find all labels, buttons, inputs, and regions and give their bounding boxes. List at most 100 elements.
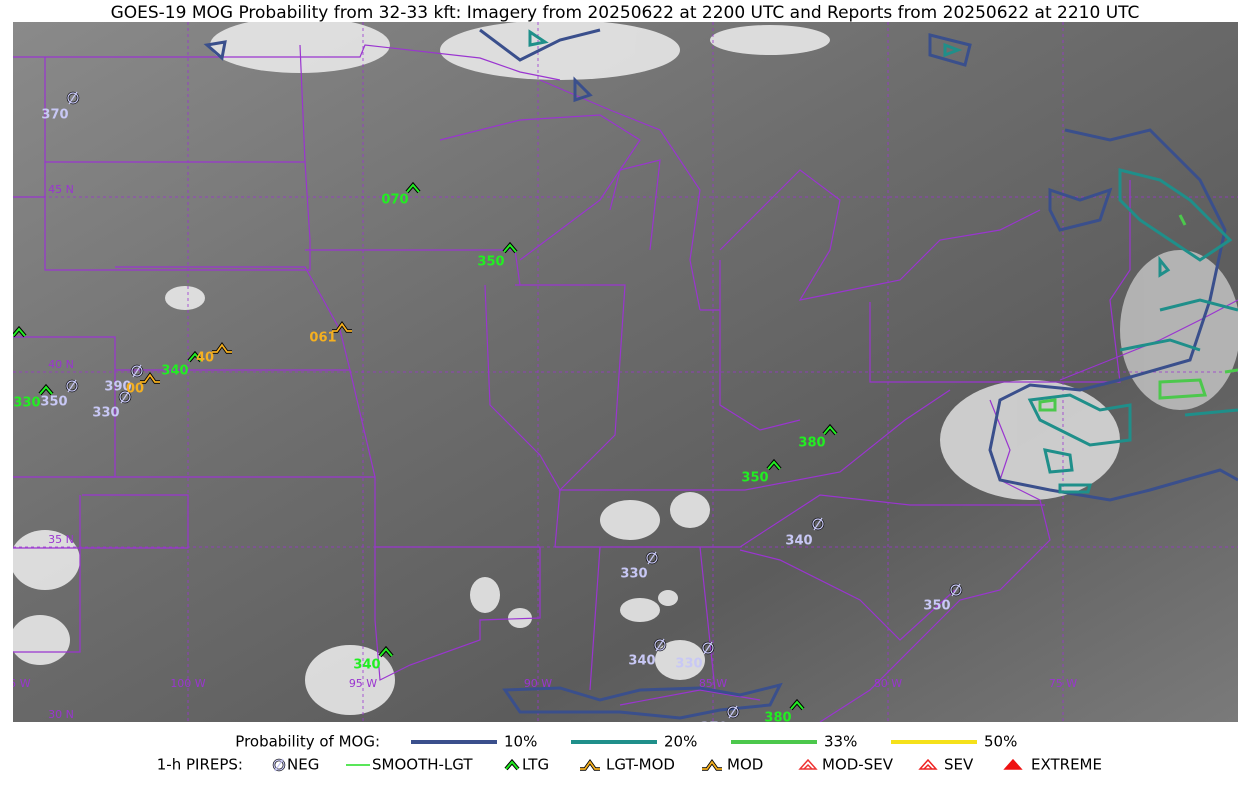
- sev-symbol: [923, 763, 933, 770]
- mog-contours: [203, 28, 1238, 720]
- neg-symbol: [131, 365, 143, 377]
- contour: [528, 29, 1238, 494]
- mod-symbol: [580, 760, 600, 770]
- report-altitude: 00: [126, 382, 144, 397]
- legend-label: SMOOTH-LGT: [372, 756, 473, 774]
- lon-label: 75 W: [1049, 677, 1077, 690]
- neg-slash: [703, 641, 713, 655]
- legend-label: LTG: [522, 756, 549, 774]
- report-altitude: 350: [741, 471, 768, 486]
- legend-label: LGT-MOD: [606, 756, 675, 774]
- lat-label: 40 N: [48, 358, 74, 371]
- report-altitude: 380: [764, 711, 791, 726]
- neg-symbol: [646, 552, 658, 564]
- neg-slash: [647, 551, 657, 565]
- neg-symbol: [654, 639, 666, 651]
- ltg-symbol: [790, 700, 804, 710]
- report-altitude: 340: [161, 364, 188, 379]
- report-altitude: 370: [41, 108, 68, 123]
- report-altitude: 380: [798, 436, 825, 451]
- neg-symbol: [727, 706, 739, 718]
- legend-label: 33%: [824, 733, 857, 751]
- lon-label: 100 W: [170, 677, 205, 690]
- ltg-symbol: [406, 183, 420, 193]
- ltg-symbol: [503, 243, 517, 253]
- ltg-symbol: [13, 327, 26, 337]
- report-altitude: 350: [923, 599, 950, 614]
- mod-symbol: [332, 322, 352, 332]
- neg-slash: [68, 91, 78, 105]
- ltg-symbol: [188, 352, 202, 362]
- clouds: [13, 22, 1238, 715]
- report-altitude: 330: [13, 396, 40, 411]
- legend-label: 10%: [504, 733, 537, 751]
- report-altitude: 330: [620, 567, 647, 582]
- ltg-symbol: [823, 425, 837, 435]
- graticule: [13, 22, 1238, 722]
- sev-symbol: [798, 758, 818, 770]
- legend: Probability of MOG: 10% 20% 33% 50% 1-h PIREP…: [157, 733, 1102, 774]
- legend-label: MOD: [727, 756, 763, 774]
- legend-title: Probability of MOG:: [235, 733, 380, 751]
- report-altitude: 40: [196, 351, 214, 366]
- neg-symbol: [67, 92, 79, 104]
- lon-label: 80 W: [874, 677, 902, 690]
- neg-symbol: [66, 380, 78, 392]
- contour: [1027, 298, 1238, 447]
- lon-label: 85 W: [699, 677, 727, 690]
- ltg-symbol: [39, 385, 53, 395]
- ltg-symbol: [379, 647, 393, 657]
- legend-label: NEG: [287, 756, 319, 774]
- graticule-labels: 45 N 40 N 35 N 30 N 105 W 100 W 95 W 90 W 85 W 80…: [0, 183, 1077, 721]
- neg-symbol: [950, 584, 962, 596]
- report-altitude: 390: [104, 380, 131, 395]
- report-altitude: 340: [785, 534, 812, 549]
- neg-slash: [728, 705, 738, 719]
- sev-symbol: [918, 758, 938, 770]
- neg-symbol: [702, 642, 714, 654]
- contour: [1048, 187, 1113, 232]
- report-altitude: 350: [40, 395, 67, 410]
- neg-slash: [132, 364, 142, 378]
- neg-slash: [655, 638, 665, 652]
- mod-symbol: [702, 760, 722, 770]
- report-altitude: 070: [381, 193, 408, 208]
- report-altitude: 30: [0, 339, 12, 354]
- lat-label: 45 N: [48, 183, 74, 196]
- neg-symbol: [273, 759, 285, 771]
- neg-symbol: [812, 518, 824, 530]
- neg-slash: [813, 517, 823, 531]
- neg-slash: [951, 583, 961, 597]
- legend-title: 1-h PIREPS:: [157, 756, 243, 774]
- legend-label: 20%: [664, 733, 697, 751]
- neg-symbol: [119, 391, 131, 403]
- report-altitude: 340: [353, 658, 380, 673]
- mod-symbol: [212, 343, 232, 353]
- sev-symbol: [803, 763, 813, 770]
- report-altitude: 330: [92, 406, 119, 421]
- ltg-symbol: [505, 760, 519, 770]
- report-altitude: 340: [628, 654, 655, 669]
- mod-symbol: [140, 373, 160, 383]
- ltg-symbol: [767, 460, 781, 470]
- title: GOES-19 MOG Probability from 32-33 kft: …: [111, 3, 1140, 23]
- contour: [1038, 214, 1238, 412]
- lon-label: 90 W: [524, 677, 552, 690]
- contour: [1118, 168, 1233, 262]
- lon-label: 105 W: [0, 677, 31, 690]
- contour: [203, 28, 972, 103]
- report-altitude: 370: [700, 721, 727, 736]
- neg-slash: [120, 390, 130, 404]
- sev-symbol: [1003, 758, 1023, 770]
- report-altitude: 061: [309, 331, 336, 346]
- contour: [502, 682, 783, 720]
- report-altitude: 330: [675, 657, 702, 672]
- lat-label: 35 N: [48, 533, 74, 546]
- neg-slash: [67, 379, 77, 393]
- contour: [988, 128, 1238, 502]
- lon-label: 95 W: [349, 677, 377, 690]
- lat-label: 30 N: [48, 708, 74, 721]
